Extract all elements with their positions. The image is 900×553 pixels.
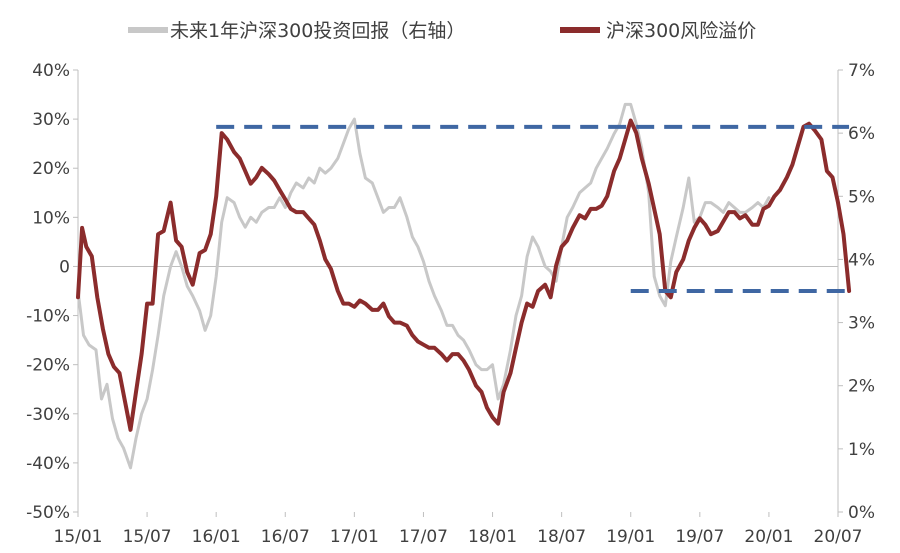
- x-tick-label: 17/01: [330, 527, 379, 547]
- x-tick-label: 16/01: [192, 527, 241, 547]
- legend-label-return: 未来1年沪深300投资回报（右轴）: [170, 20, 465, 42]
- left-tick-label: -40%: [26, 454, 70, 474]
- right-tick-label: 0%: [848, 503, 875, 523]
- left-tick-label: -20%: [26, 356, 70, 376]
- left-tick-label: 40%: [32, 61, 70, 81]
- right-tick-label: 2%: [848, 377, 875, 397]
- right-tick-label: 5%: [848, 187, 875, 207]
- right-tick-label: 1%: [848, 440, 875, 460]
- right-tick-label: 3%: [848, 314, 875, 334]
- x-tick-label: 20/07: [814, 527, 863, 547]
- series-line-return: [76, 102, 771, 470]
- left-tick-label: 0: [59, 257, 70, 277]
- legend-label-premium: 沪深300风险溢价: [606, 20, 756, 42]
- x-tick-label: 19/07: [675, 527, 724, 547]
- right-tick-label: 6%: [848, 124, 875, 144]
- plot-area: [76, 102, 852, 470]
- x-tick-label: 17/07: [399, 527, 448, 547]
- x-tick-label: 20/01: [744, 527, 793, 547]
- right-tick-label: 4%: [848, 250, 875, 270]
- left-tick-label: 30%: [32, 110, 70, 130]
- x-tick-label: 15/07: [123, 527, 172, 547]
- x-tick-label: 15/01: [54, 527, 103, 547]
- left-tick-label: 10%: [32, 208, 70, 228]
- x-tick-label: 18/07: [537, 527, 586, 547]
- left-tick-label: -10%: [26, 307, 70, 327]
- axes: 40% 30% 20% 10% 0 -10% -20% -30% -40% -50% 7% 6% 5% 4…: [26, 61, 875, 547]
- left-tick-label: -30%: [26, 405, 70, 425]
- series-line-premium: [76, 118, 852, 432]
- left-tick-label: 20%: [32, 159, 70, 179]
- right-tick-label: 7%: [848, 61, 875, 81]
- left-tick-label: -50%: [26, 503, 70, 523]
- x-tick-label: 18/01: [468, 527, 517, 547]
- legend: 未来1年沪深300投资回报（右轴） 沪深300风险溢价: [128, 20, 756, 42]
- x-tick-label: 19/01: [606, 527, 655, 547]
- x-tick-label: 16/07: [261, 527, 310, 547]
